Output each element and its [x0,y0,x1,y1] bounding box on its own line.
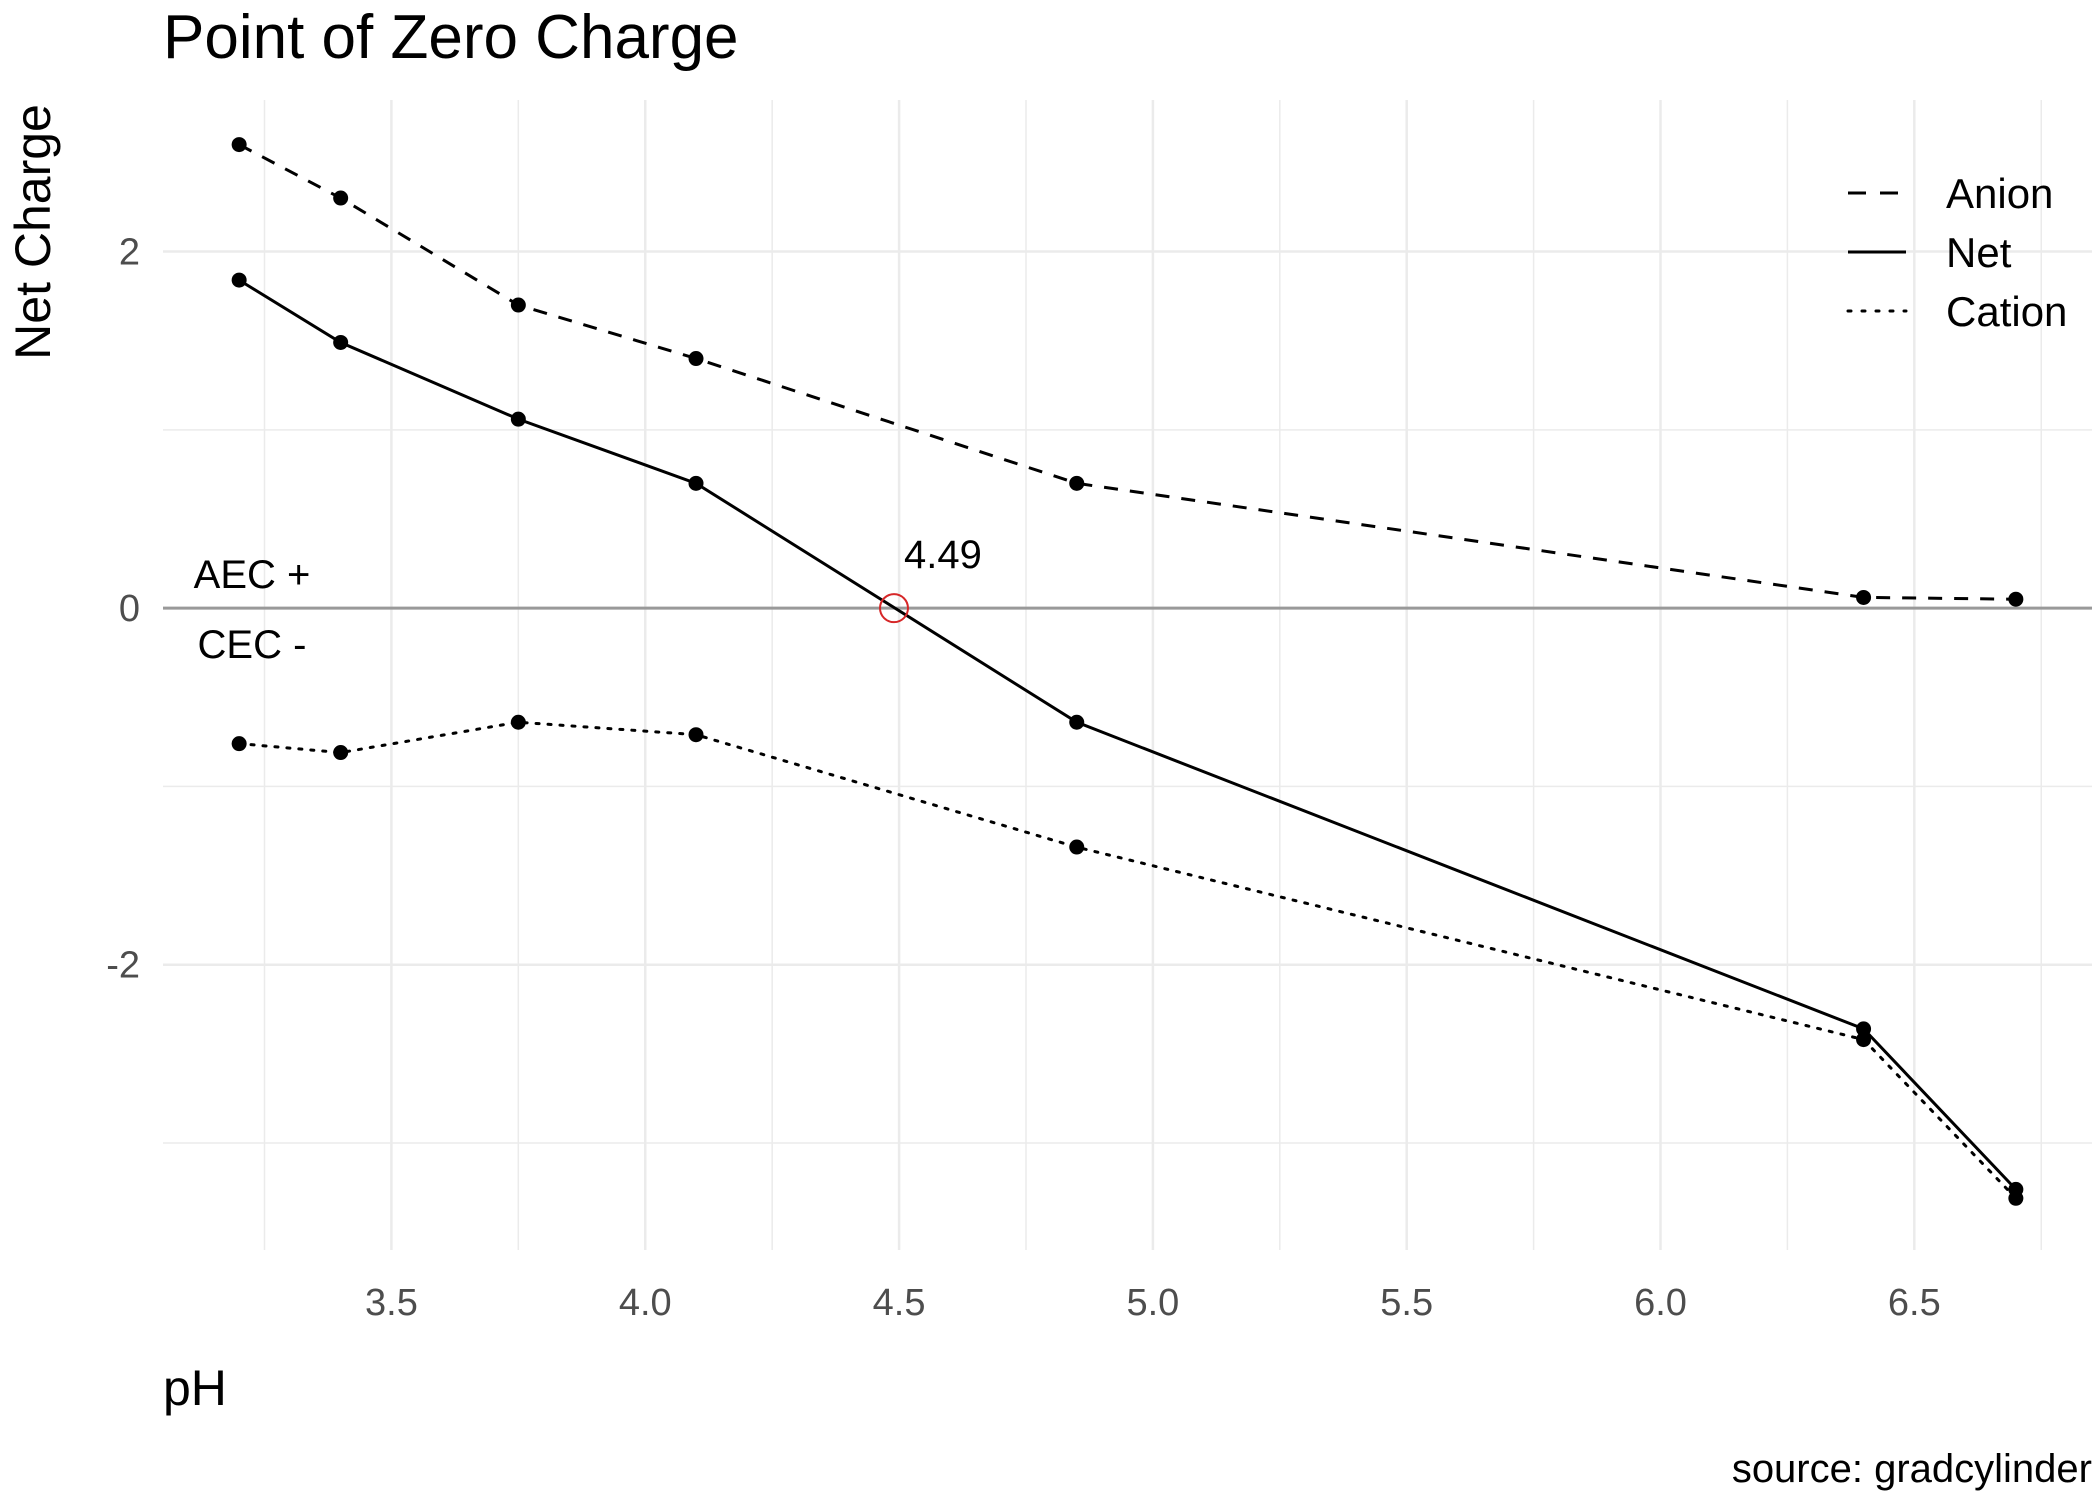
data-point-cation [2008,1190,2024,1206]
legend-label-anion: Anion [1946,170,2053,217]
data-point-anion [231,137,247,153]
y-tick-label: 0 [119,588,140,630]
data-point-net [510,411,526,427]
data-point-cation [688,727,704,743]
x-tick-label: 5.0 [1126,1282,1179,1324]
series-line-cation [237,720,2018,1200]
grid [163,100,2092,1250]
data-point-cation [333,745,349,761]
data-point-anion [333,190,349,206]
x-tick-label: 4.0 [619,1282,672,1324]
legend-label-cation: Cation [1946,288,2067,335]
pzc-marker [878,593,909,624]
data-point-cation [1069,839,1085,855]
data-point-anion [2008,591,2024,607]
data-point-cation [231,736,247,752]
series-points [231,137,2024,1206]
x-tick-label: 3.5 [365,1282,418,1324]
series-lines [237,143,2018,1200]
data-point-anion [1856,589,1872,605]
y-tick-label: -2 [106,945,140,987]
data-point-anion [1069,475,1085,491]
series-line-anion [238,143,2016,601]
data-point-cation [1856,1032,1872,1048]
legend: Anion Net Cation [1846,170,2067,335]
data-point-anion [688,351,704,367]
data-point-net [688,475,704,491]
data-point-anion [510,297,526,313]
y-tick-label: 2 [119,232,140,274]
x-tick-label: 4.5 [873,1282,926,1324]
aec-label: AEC + [194,553,311,597]
legend-label-net: Net [1946,229,2012,276]
chart-title: Point of Zero Charge [163,3,739,72]
data-point-net [1856,1021,1872,1037]
caption: source: gradcylinder [1732,1447,2092,1491]
x-tick-label: 6.0 [1634,1282,1687,1324]
x-tick-label: 6.5 [1888,1282,1941,1324]
pzc-label: 4.49 [904,533,982,577]
data-point-net [1069,714,1085,730]
x-axis-ticks: 3.5 4.0 4.5 5.0 5.5 6.0 6.5 [365,1282,1941,1324]
data-point-cation [510,714,526,730]
data-point-net [333,334,349,350]
x-axis-title: pH [163,1360,227,1416]
series-line-net [238,278,2017,1191]
y-axis-title: Net Charge [5,104,61,360]
y-axis-ticks: -2 0 2 [106,232,140,987]
x-tick-label: 5.5 [1380,1282,1433,1324]
cec-label: CEC - [198,623,307,667]
data-point-net [231,272,247,288]
